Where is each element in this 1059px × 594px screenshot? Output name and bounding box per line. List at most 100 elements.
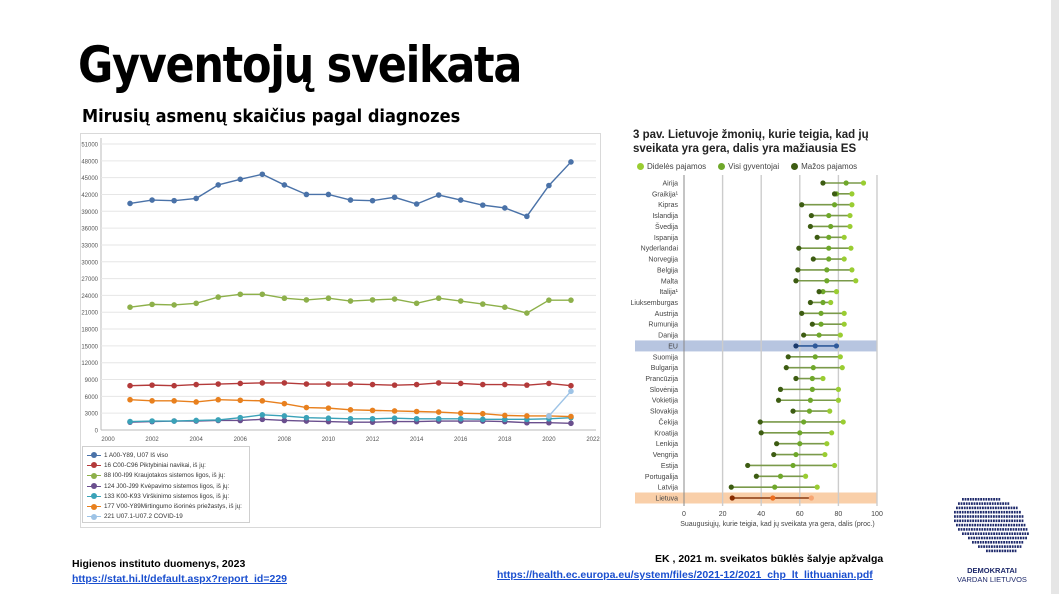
data-point	[568, 388, 574, 395]
low-income-point	[814, 234, 820, 240]
data-point	[568, 297, 574, 303]
x-tick-label: 2016	[454, 437, 468, 443]
data-point	[171, 418, 177, 424]
country-label: Airija	[662, 181, 678, 188]
country-label: Danija	[658, 333, 678, 340]
data-point	[502, 205, 508, 211]
high-income-point	[802, 473, 809, 479]
low-income-point	[783, 365, 789, 371]
country-label: EU	[668, 343, 678, 350]
data-point	[259, 291, 266, 298]
data-point	[524, 213, 530, 220]
data-point	[215, 182, 222, 188]
all-population-point	[797, 441, 803, 447]
high-income-point	[835, 386, 842, 392]
data-point	[149, 418, 155, 424]
data-point	[127, 382, 133, 389]
legend-item: 1 A00-Y89, U07 Iš viso	[87, 450, 245, 460]
high-income-point	[831, 462, 838, 469]
data-point	[546, 413, 552, 419]
country-label: Nyderlandai	[641, 246, 679, 253]
low-income-point	[795, 267, 801, 273]
low-income-point	[793, 343, 799, 349]
all-population-point	[801, 419, 807, 425]
country-label: Liuksemburgas	[631, 300, 679, 307]
data-point	[237, 380, 244, 387]
data-point	[303, 297, 310, 303]
high-income-point	[849, 191, 855, 197]
logo-text-line2: VARDAN LIETUVOS	[957, 575, 1027, 584]
data-point	[435, 192, 442, 198]
low-income-point	[807, 223, 814, 230]
data-point	[347, 298, 354, 304]
data-point	[303, 414, 310, 421]
low-income-point	[775, 397, 782, 403]
high-income-point	[847, 212, 853, 219]
country-label: Vengrija	[653, 452, 678, 459]
data-point	[193, 399, 199, 405]
all-population-point	[812, 354, 818, 360]
legend-label: Visi gyventojai	[728, 162, 780, 171]
country-label: Portugalija	[645, 474, 678, 481]
x-axis-label: Suaugusiųjų, kurie teigia, kad jų sveika…	[680, 521, 875, 528]
x-tick-label: 2010	[322, 437, 336, 443]
all-population-point	[818, 321, 824, 327]
low-income-point	[799, 310, 805, 316]
country-label: Norvegija	[648, 257, 678, 264]
data-point	[347, 381, 354, 387]
data-point	[259, 171, 266, 178]
legend-dot-icon	[718, 163, 726, 170]
all-population-point	[777, 473, 784, 479]
low-income-point	[801, 332, 807, 338]
x-tick-label: 40	[757, 511, 765, 518]
y-tick-label: 30000	[81, 260, 98, 266]
low-income-point	[728, 484, 734, 490]
legend-item: Visi gyventojai	[718, 162, 779, 171]
data-point	[568, 159, 574, 165]
high-income-point	[820, 375, 826, 382]
page-title: Gyventojų sveikata	[78, 36, 522, 94]
legend-item: 221 U07.1-U07.2 COVID-19	[87, 512, 245, 522]
high-income-point	[814, 484, 820, 490]
legend-label: Mažos pajamos	[801, 162, 858, 171]
right-source-link[interactable]: https://health.ec.europa.eu/system/files…	[497, 569, 873, 581]
data-point	[457, 410, 464, 416]
data-point	[127, 304, 133, 310]
line-chart-panel	[80, 133, 601, 528]
low-income-point	[777, 386, 784, 392]
y-tick-label: 15000	[81, 344, 98, 350]
x-tick-label: 2006	[234, 437, 248, 443]
data-point	[149, 301, 155, 308]
data-point	[237, 414, 244, 421]
data-point	[281, 295, 288, 302]
low-income-point	[820, 180, 826, 186]
x-tick-label: 2008	[278, 437, 292, 443]
x-tick-label: 0	[682, 511, 686, 518]
legend-label: 124 J00-J99 Kvėpavimo sistemos ligos, iš…	[104, 482, 230, 490]
data-point	[391, 415, 398, 422]
y-tick-label: 48000	[81, 159, 98, 165]
country-label: Graikija¹	[652, 191, 679, 198]
x-tick-label: 2022	[586, 437, 600, 443]
legend-label: Didelės pajamos	[647, 162, 707, 171]
all-population-point	[770, 495, 776, 501]
all-population-point	[793, 451, 799, 458]
low-income-point	[799, 202, 805, 208]
data-point	[435, 409, 442, 415]
data-point	[546, 419, 552, 426]
high-income-point	[848, 245, 854, 251]
high-income-point	[841, 234, 847, 240]
data-point	[457, 197, 464, 203]
data-point	[237, 176, 244, 183]
x-tick-label: 100	[871, 511, 883, 518]
data-point	[369, 415, 376, 422]
low-income-point	[809, 321, 815, 327]
legend-label: 1 A00-Y89, U07 Iš viso	[104, 451, 169, 459]
data-point	[391, 194, 398, 201]
country-label: Rumunija	[648, 322, 678, 329]
all-population-point	[828, 223, 834, 230]
data-point	[193, 300, 199, 307]
left-source-link[interactable]: https://stat.hi.lt/default.aspx?report_i…	[72, 573, 287, 585]
country-label: Švedija	[655, 222, 678, 231]
